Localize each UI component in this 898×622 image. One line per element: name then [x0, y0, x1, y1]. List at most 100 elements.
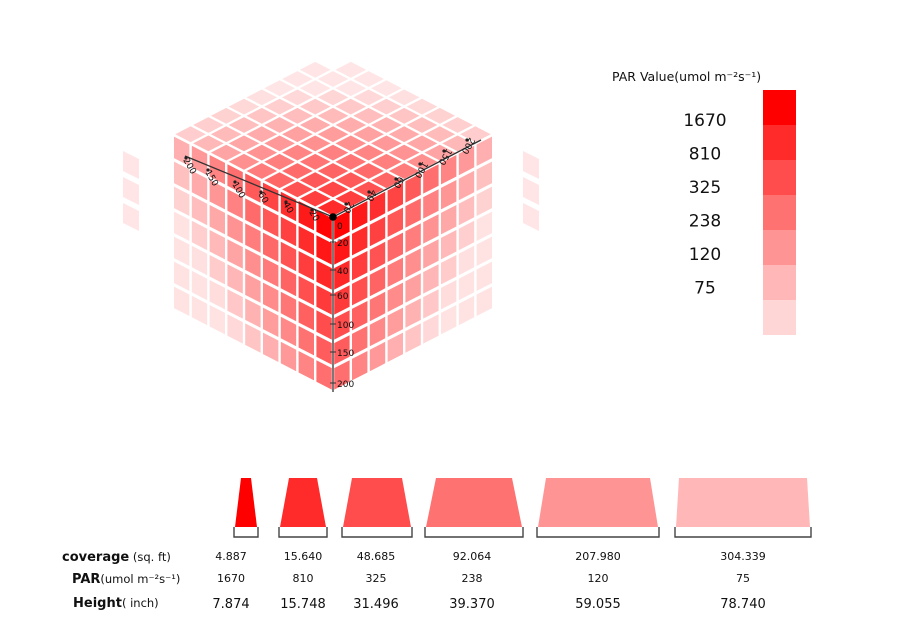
- cube-cell: [335, 135, 367, 152]
- cube-cell: [191, 270, 208, 301]
- coverage-shape: [676, 478, 810, 527]
- coverage-bracket: [233, 527, 259, 538]
- cube-cell: [442, 135, 473, 152]
- cube-cell: [174, 286, 190, 316]
- cube-cell: [406, 98, 438, 115]
- cube-cell: [299, 117, 331, 133]
- cube-cell: [458, 195, 475, 226]
- cube-cell: [476, 136, 492, 166]
- cube-cell: [209, 230, 225, 260]
- cube-cell: [371, 135, 402, 152]
- cube-cell: [406, 135, 438, 152]
- cube-cell: [123, 203, 139, 231]
- cube-cell: [476, 286, 492, 316]
- cube-cell: [424, 107, 456, 124]
- cube-cell: [371, 98, 402, 115]
- legend-label: 75: [694, 279, 716, 299]
- cube-cell: [387, 232, 403, 262]
- cube-cell: [298, 226, 314, 256]
- cube-cell: [317, 163, 349, 179]
- legend-labels: 1670 810 325 238 120 75: [683, 111, 726, 299]
- cube-cell: [371, 117, 402, 133]
- cube-cell: [441, 155, 457, 185]
- cube-cell: [352, 251, 368, 281]
- cube-cell: [228, 98, 260, 115]
- cube-cell: [228, 153, 260, 170]
- cube-cell: [371, 172, 402, 189]
- cube-cell: [280, 341, 297, 372]
- table-cell: 1670: [217, 572, 245, 585]
- cube-cell: [174, 186, 190, 216]
- cube-cell: [353, 71, 384, 87]
- cube-cell: [423, 314, 439, 344]
- cube-cell: [387, 282, 403, 312]
- cube-cell: [352, 326, 368, 356]
- cube-cell: [317, 107, 349, 124]
- cube-cell: [193, 117, 224, 133]
- cube-cell: [210, 126, 242, 143]
- cube-cell: [334, 310, 350, 340]
- cube-cell: [335, 153, 367, 170]
- cube-cell: [245, 198, 261, 228]
- cube-cell: [405, 273, 421, 303]
- cube-cell: [316, 235, 332, 265]
- cube-cell: [334, 360, 350, 390]
- axis-tick-dot: [284, 200, 288, 204]
- cube-cell: [282, 181, 313, 198]
- axis-tick-dot: [394, 177, 398, 181]
- cube-cell: [175, 126, 206, 143]
- vertical-axis-tick: 100: [337, 321, 354, 331]
- cube-cell: [387, 307, 403, 337]
- cube-cell: [299, 98, 331, 115]
- legend-swatch: [763, 195, 796, 230]
- cube-cell: [405, 298, 421, 328]
- cube-cell: [387, 182, 403, 212]
- legend-label: 1670: [683, 111, 726, 131]
- cube-cell: [352, 351, 368, 381]
- table-cell: 31.496: [353, 597, 399, 612]
- cube-cell: [209, 255, 225, 285]
- cube-cell: [282, 163, 313, 179]
- row-label-height: Height( inch): [73, 596, 159, 611]
- cube-cell: [228, 135, 260, 152]
- cube-cell: [316, 260, 332, 290]
- table-cell: 304.339: [720, 550, 766, 563]
- table-cell: 810: [293, 572, 314, 585]
- cube-cell: [228, 117, 260, 133]
- legend-swatch: [763, 160, 796, 195]
- axis-tick-dot: [184, 156, 188, 160]
- cube-cell: [523, 177, 539, 205]
- cube-cell: [423, 289, 439, 319]
- cube-cell: [174, 261, 190, 291]
- cube-cell: [406, 153, 438, 170]
- cube-cell: [423, 189, 439, 219]
- coverage-shape: [280, 478, 326, 527]
- cube-cell: [388, 163, 420, 179]
- cube-cell: [246, 144, 278, 161]
- cube-cell: [352, 301, 368, 331]
- legend-title: PAR Value(umol m⁻²s⁻¹): [612, 69, 761, 84]
- vertical-axis-tick: 200: [337, 380, 354, 390]
- cube-cell: [316, 360, 332, 390]
- cube-cell: [317, 199, 349, 216]
- cube-cell: [316, 335, 332, 365]
- cube-cell: [298, 326, 314, 356]
- cube-cell: [282, 107, 313, 124]
- cube-cell: [246, 163, 278, 179]
- cube-cell: [405, 323, 421, 353]
- cube-cell: [476, 186, 492, 216]
- cube-cell: [423, 164, 439, 194]
- cube-cell: [460, 126, 491, 143]
- cube-cell: [264, 153, 295, 170]
- cube-cell: [353, 181, 384, 198]
- cube-cell: [335, 117, 367, 133]
- coverage-shape: [538, 478, 658, 527]
- cube-cell: [334, 285, 350, 315]
- cube-cell: [369, 316, 386, 347]
- cube-cell: [369, 216, 386, 247]
- coverage-bracket: [341, 527, 413, 538]
- cube-cell: [388, 89, 420, 106]
- cube-cell: [458, 270, 475, 301]
- cube-cell: [264, 98, 295, 115]
